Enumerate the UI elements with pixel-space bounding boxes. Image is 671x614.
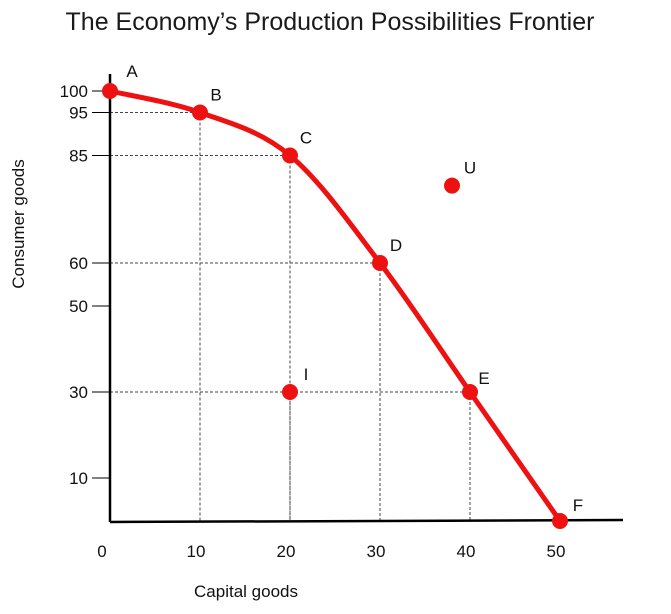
point-label-C: C xyxy=(300,129,312,148)
axes xyxy=(108,74,624,524)
y-tick-label-100: 100 xyxy=(60,82,88,101)
x-axis-label: Capital goods xyxy=(194,582,298,601)
x-axis-line xyxy=(109,518,624,524)
y-tick-label-10: 10 xyxy=(69,469,88,488)
y-tick-label-85: 85 xyxy=(69,147,88,166)
point-U xyxy=(444,177,460,194)
y-axis-label: Consumer goods xyxy=(9,159,28,288)
point-F xyxy=(552,513,568,529)
point-label-B: B xyxy=(210,86,221,105)
point-label-I: I xyxy=(304,365,309,384)
y-tick-label-30: 30 xyxy=(69,383,88,402)
x-tick-labels: 0 10 20 30 40 50 xyxy=(97,542,565,561)
x-tick-label-20: 20 xyxy=(277,542,296,561)
x-tick-label-30: 30 xyxy=(367,542,386,561)
guide-lines xyxy=(110,112,471,521)
data-points: A B C D E F U I xyxy=(102,62,583,529)
point-label-U: U xyxy=(464,159,476,178)
point-C xyxy=(282,147,298,164)
point-label-E: E xyxy=(478,369,489,388)
x-tick-label-50: 50 xyxy=(547,542,566,561)
point-label-D: D xyxy=(390,236,402,255)
x-tick-label-40: 40 xyxy=(457,542,476,561)
x-tick-label-10: 10 xyxy=(187,542,206,561)
point-A xyxy=(102,83,118,99)
y-tick-label-50: 50 xyxy=(69,297,88,316)
y-tick-label-95: 95 xyxy=(69,104,88,123)
point-I xyxy=(282,384,298,400)
point-label-F: F xyxy=(573,496,583,515)
point-B xyxy=(192,104,208,121)
x-tick-label-0: 0 xyxy=(97,542,106,561)
point-E xyxy=(462,384,478,400)
y-tick-labels: 100 95 85 60 50 30 10 xyxy=(60,82,110,488)
chart-title: The Economy’s Production Possibilities F… xyxy=(65,8,595,36)
y-tick-label-60: 60 xyxy=(69,254,88,273)
point-label-A: A xyxy=(126,62,138,81)
point-D xyxy=(372,255,388,271)
